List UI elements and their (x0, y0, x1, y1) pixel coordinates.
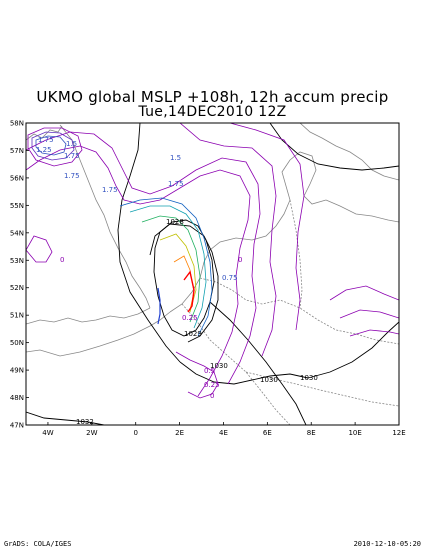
coastlines (26, 123, 399, 425)
lon-tick-label: 2E (175, 429, 184, 437)
lon-tick-label: 12E (392, 429, 405, 437)
lon-tick-label: 0 (133, 429, 137, 437)
footer-timestamp: 2010-12-10-05:20 (353, 540, 421, 548)
lat-tick-label: 53N (10, 257, 24, 265)
mslp-label: 1028 (166, 218, 184, 226)
lat-tick-label: 47N (10, 422, 24, 430)
precip-label: 0.75 (222, 274, 238, 282)
precip-contour-yellow-1 (159, 233, 197, 313)
coastline-baltic (325, 199, 399, 223)
lat-tick-label: 58N (10, 120, 24, 128)
lat-tick-label: 55N (10, 202, 24, 210)
precip-label: 1.75 (38, 136, 54, 144)
precip-contour-nw-ring-3 (35, 135, 67, 156)
mslp-isobars (26, 123, 399, 425)
precip-contour-teal-1 (129, 205, 207, 329)
lon-tick-label: 6E (263, 429, 272, 437)
mslp-label: 1029 (184, 330, 202, 338)
precip-contour-labels: 1.75 1.5 1.75 1.75 1.75 1.5 1.75 1.25 0.… (36, 136, 242, 400)
precip-contour-nw-ring-1 (27, 127, 83, 167)
precip-label: 0 (60, 256, 64, 264)
precip-contour-sw (26, 235, 53, 263)
precip-contour-blue-1 (119, 197, 213, 337)
isobar-1030-west (117, 123, 181, 363)
precip-label: 1.25 (36, 146, 52, 154)
borders-france-germany (181, 303, 291, 425)
coastline-scotland (26, 125, 63, 141)
precip-label: 1.75 (168, 180, 184, 188)
coastline-britain (59, 124, 151, 309)
coastline-channel (26, 307, 151, 325)
lat-tick-label: 50N (10, 339, 24, 347)
precip-label: 0.25 (204, 381, 220, 389)
precip-contour-red-1 (183, 270, 195, 313)
precip-label: 0.25 (182, 314, 198, 322)
coastline-lowcountries (169, 199, 291, 313)
map-frame (25, 122, 400, 426)
lat-tick-label: 51N (10, 312, 24, 320)
precip-contours (26, 123, 399, 399)
map-title: UKMO global MSLP +108h, 12h accum precip (36, 88, 389, 106)
precip-label: 1.75 (102, 186, 118, 194)
mslp-labels: 1028 1029 1030 1030 1030 1032 (76, 218, 318, 426)
precip-label: 0 (210, 392, 214, 400)
lat-axis: 58N 57N 56N 55N 54N 53N 52N 51N 50N 49N 48N 47N (10, 120, 29, 430)
footer-credit: GrADS: COLA/IGES (4, 540, 72, 548)
isobar-1030-east (307, 321, 399, 379)
precip-contour-blue-west (157, 287, 161, 325)
precip-contour-outer-1 (26, 145, 251, 397)
borders-alps (245, 371, 399, 407)
precip-contour-green-1 (141, 215, 201, 323)
precip-label: 1.5 (170, 154, 181, 162)
lon-tick-label: 4W (42, 429, 53, 437)
precip-label: 1.75 (64, 172, 80, 180)
precip-label: 1.75 (64, 152, 80, 160)
isobar-1032 (26, 411, 105, 425)
mslp-label: 1030 (300, 374, 318, 382)
lat-tick-label: 57N (10, 147, 24, 155)
precip-label: 0.5 (204, 367, 215, 375)
lon-tick-label: 10E (348, 429, 361, 437)
lat-tick-label: 49N (10, 367, 24, 375)
precip-contour-outer-2 (26, 131, 261, 385)
mslp-label: 1030 (260, 376, 278, 384)
lat-tick-label: 56N (10, 174, 24, 182)
lon-tick-label: 2W (86, 429, 97, 437)
lat-tick-label: 52N (10, 284, 24, 292)
precip-label: 1.5 (66, 140, 77, 148)
map-subtitle: Tue,14DEC2010 12Z (138, 104, 287, 120)
lat-tick-label: 54N (10, 229, 24, 237)
lat-tick-label: 48N (10, 394, 24, 402)
isobar-1030-south (179, 361, 309, 385)
precip-label: 0 (238, 256, 242, 264)
mslp-label: 1030 (210, 362, 228, 370)
coastline-france (26, 311, 171, 357)
coastline-scandinavia (299, 123, 399, 181)
precip-contour-purple-south (175, 351, 219, 399)
precip-contour-nw-ring-2 (31, 131, 75, 161)
isobar-ridge (209, 301, 307, 425)
lon-tick-label: 4E (219, 429, 228, 437)
precip-contour-outer-3 (179, 123, 277, 357)
isobar-ne (269, 123, 399, 171)
coastline-denmark (281, 151, 327, 205)
lon-axis: 4W 2W 0 2E 4E 6E 8E 10E 12E (42, 422, 406, 437)
borders-germany-east (289, 199, 303, 309)
lon-tick-label: 8E (307, 429, 316, 437)
isobar-1029 (149, 223, 219, 343)
mslp-label: 1032 (76, 418, 94, 426)
precip-contour-se (329, 285, 399, 337)
precip-contour-outer-4 (229, 123, 305, 331)
